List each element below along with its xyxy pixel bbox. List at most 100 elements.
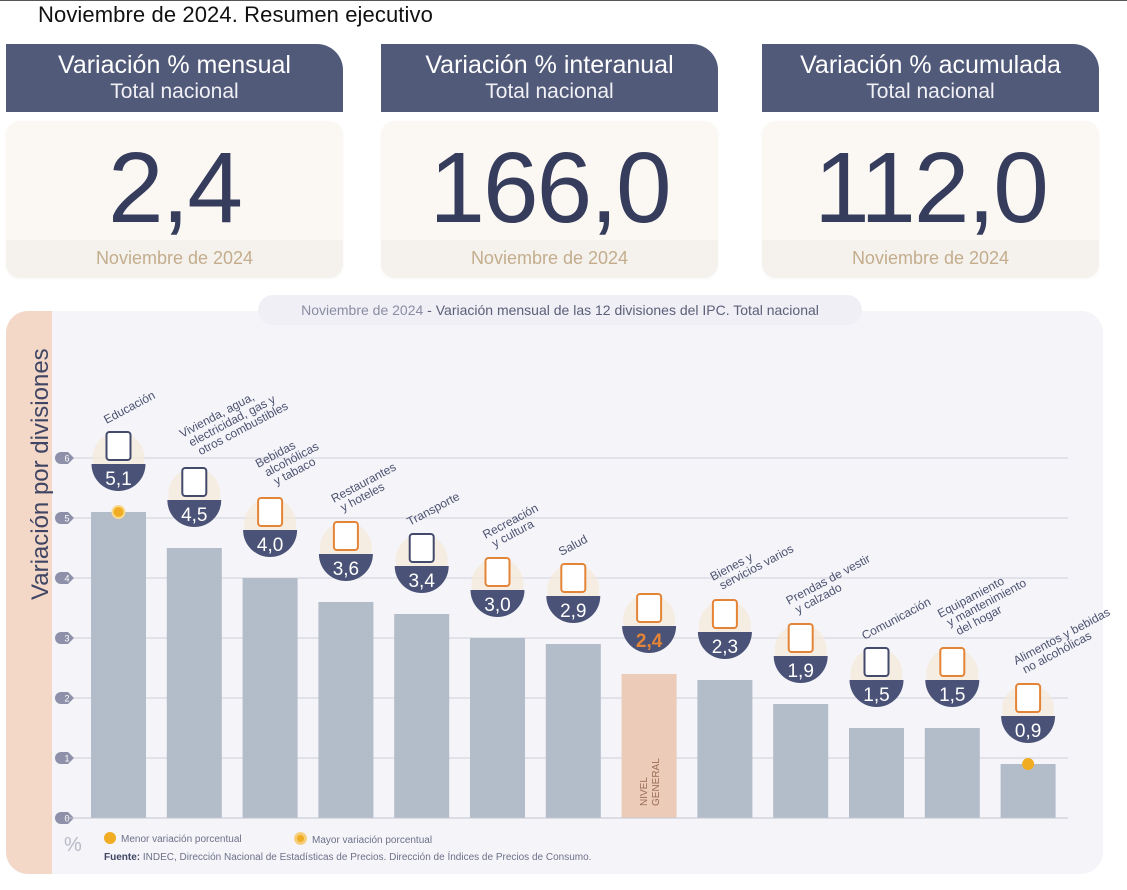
bar-badge: 3,4 — [394, 533, 449, 593]
data-label: 1,5 — [939, 685, 965, 706]
chart-title-separator: - — [423, 302, 436, 318]
legend-max: Mayor variación porcentual — [294, 832, 432, 846]
y-tick-label: 5 — [64, 514, 69, 524]
bar-badge: 0,9 — [1001, 683, 1056, 743]
x-tick-label-line: Transporte — [405, 489, 463, 529]
x-tick-label: Recreacióny cultura — [480, 501, 546, 552]
data-label: 4,5 — [181, 505, 207, 526]
page-title: Noviembre de 2024. Resumen ejecutivo — [38, 2, 433, 27]
y-tick-label: 2 — [64, 694, 69, 704]
card-subtitle: Total nacional — [866, 80, 995, 103]
card-accumulated-variation: Variación % acumulada Total nacional 112… — [762, 44, 1099, 278]
data-label: 2,9 — [560, 601, 586, 622]
data-label: 4,0 — [257, 535, 283, 556]
bar — [166, 548, 222, 818]
data-label: 3,0 — [484, 595, 510, 616]
bar — [91, 512, 146, 818]
x-tick-label-line: NIVEL — [639, 777, 650, 806]
card-body: 112,0 Noviembre de 2024 — [762, 121, 1099, 278]
card-body: 2,4 Noviembre de 2024 — [6, 121, 343, 278]
bar — [545, 644, 601, 818]
y-tick-badge — [55, 752, 74, 764]
max-marker-icon — [294, 832, 307, 845]
wine-bottle-icon-shape — [257, 497, 284, 527]
data-label: 3,4 — [408, 571, 435, 592]
bar-badge: 4,5 — [167, 467, 222, 527]
card-body: 166,0 Noviembre de 2024 — [381, 121, 718, 278]
value-bowl — [394, 566, 449, 593]
bar-badge: 5,1 — [91, 431, 146, 491]
source-label: Fuente: — [104, 852, 141, 863]
value-bowl — [925, 680, 980, 707]
bar — [773, 704, 829, 818]
comb-scissors-icon-shape — [711, 599, 738, 629]
card-value: 112,0 — [814, 132, 1049, 244]
bar-badge: 2,9 — [546, 563, 601, 623]
min-variation-marker — [1022, 758, 1035, 770]
y-tick: 3 — [55, 632, 74, 644]
data-label: 3,6 — [333, 559, 359, 580]
legend-min: Menor variación porcentual — [104, 832, 242, 845]
data-label: 2,4 — [636, 631, 663, 652]
y-tick: 1 — [55, 752, 74, 764]
chicken-food-icon-shape — [1015, 683, 1042, 713]
x-tick-label: Bienes yservicios varios — [708, 531, 796, 594]
x-tick-label: NIVELGENERAL — [639, 758, 662, 806]
card-title: Variación % mensual — [58, 51, 291, 79]
bar — [318, 602, 374, 818]
y-tick-badge — [55, 512, 74, 524]
card-header: Variación % mensual Total nacional — [6, 44, 343, 112]
bar — [697, 680, 753, 818]
legend-min-label: Menor variación porcentual — [121, 834, 242, 845]
car-sube-icon-shape — [408, 533, 435, 563]
data-label: 1,5 — [863, 685, 889, 706]
card-subtitle: Total nacional — [110, 80, 239, 103]
y-tick: 4 — [55, 572, 74, 584]
x-tick-label-line: Comunicación — [859, 595, 933, 643]
value-bowl — [243, 530, 298, 557]
y-tick-badge — [55, 452, 74, 464]
umbrella-sun-icon-shape — [484, 557, 511, 587]
value-bowl — [697, 632, 752, 659]
card-header: Variación % interanual Total nacional — [381, 44, 718, 112]
y-tick-badge — [55, 812, 74, 824]
card-subtitle: Total nacional — [485, 80, 614, 103]
top-rule — [0, 0, 1127, 1]
x-tick-label: Comunicación — [859, 595, 933, 643]
bar-badge: 1,5 — [925, 647, 980, 707]
x-tick-label: Salud — [556, 532, 590, 559]
value-bowl — [622, 626, 677, 653]
card-title: Variación % acumulada — [800, 51, 1061, 79]
bar — [924, 728, 980, 818]
x-tick-label: Prendas de vestiry calzado — [784, 551, 879, 618]
first-aid-icon-shape — [560, 563, 587, 593]
data-label: 1,9 — [787, 661, 813, 682]
y-tick-badge — [55, 632, 74, 644]
lightbulb-icon-shape — [181, 467, 208, 497]
data-label: 5,1 — [105, 469, 131, 490]
bar — [242, 578, 298, 818]
value-bowl — [167, 500, 222, 527]
y-tick: 5 — [55, 512, 74, 524]
card-period: Noviembre de 2024 — [6, 240, 343, 278]
y-tick-label: 4 — [64, 574, 69, 584]
x-tick-label: Bebidasalcohólicasy tabaco — [253, 429, 327, 492]
y-tick: 2 — [55, 692, 74, 704]
value-bowl — [91, 464, 146, 491]
min-marker-icon — [104, 832, 116, 844]
data-label: 2,3 — [712, 637, 738, 658]
bar-badge: 2,4 — [622, 593, 677, 653]
value-bowl — [849, 680, 904, 707]
notebook-icon-shape — [105, 431, 132, 461]
tshirt-shoe-icon-shape — [787, 623, 814, 653]
value-bowl — [318, 554, 373, 581]
card-value: 2,4 — [107, 132, 243, 244]
card-period: Noviembre de 2024 — [381, 240, 718, 278]
y-tick-label: 3 — [64, 634, 69, 644]
bar-badge: 3,6 — [318, 521, 373, 581]
chart-side-band — [6, 311, 52, 874]
max-variation-marker — [111, 505, 126, 519]
source-note: Fuente: INDEC, Dirección Nacional de Est… — [104, 852, 591, 863]
y-tick-badge — [55, 572, 74, 584]
card-title: Variación % interanual — [425, 51, 674, 79]
